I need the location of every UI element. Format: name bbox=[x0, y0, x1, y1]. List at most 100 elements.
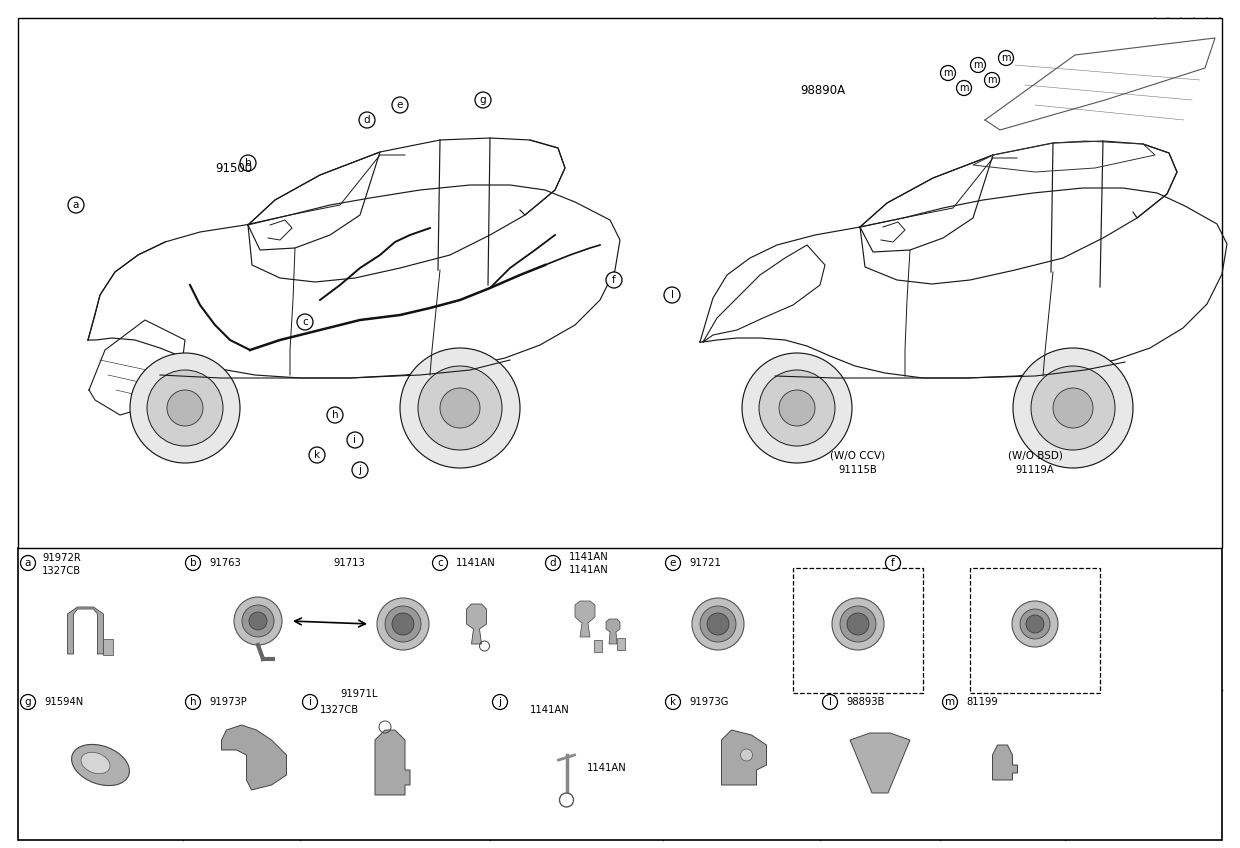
Text: 81199: 81199 bbox=[966, 697, 998, 707]
Circle shape bbox=[832, 598, 884, 650]
Circle shape bbox=[384, 606, 422, 642]
Circle shape bbox=[666, 555, 681, 571]
Text: m: m bbox=[1001, 53, 1011, 63]
Text: f: f bbox=[613, 275, 616, 285]
Polygon shape bbox=[466, 604, 486, 644]
Text: d: d bbox=[363, 115, 371, 125]
Circle shape bbox=[241, 155, 255, 171]
Polygon shape bbox=[67, 607, 103, 654]
Text: 91973G: 91973G bbox=[689, 697, 729, 707]
Circle shape bbox=[347, 432, 363, 448]
Text: k: k bbox=[670, 697, 676, 707]
Circle shape bbox=[985, 72, 999, 87]
Circle shape bbox=[847, 613, 869, 635]
Bar bbox=[794, 568, 923, 693]
Text: 91971L: 91971L bbox=[340, 689, 377, 699]
Circle shape bbox=[942, 695, 957, 710]
Text: a: a bbox=[73, 200, 79, 210]
Circle shape bbox=[418, 366, 502, 450]
Circle shape bbox=[186, 555, 201, 571]
Circle shape bbox=[559, 793, 573, 807]
Text: 98893B: 98893B bbox=[846, 697, 884, 707]
Circle shape bbox=[130, 353, 241, 463]
Bar bbox=[970, 568, 1100, 693]
Text: j: j bbox=[358, 465, 362, 475]
Polygon shape bbox=[618, 638, 625, 650]
Circle shape bbox=[839, 606, 875, 642]
Circle shape bbox=[1021, 609, 1050, 639]
Text: g: g bbox=[480, 95, 486, 105]
Ellipse shape bbox=[81, 752, 110, 773]
Text: g: g bbox=[25, 697, 31, 707]
Text: h: h bbox=[190, 697, 196, 707]
Text: m: m bbox=[987, 75, 997, 85]
Circle shape bbox=[249, 612, 267, 630]
Text: 91763: 91763 bbox=[210, 558, 241, 568]
Text: 91713: 91713 bbox=[334, 558, 365, 568]
Circle shape bbox=[327, 407, 343, 423]
Polygon shape bbox=[575, 601, 595, 637]
Circle shape bbox=[1013, 348, 1133, 468]
Text: h: h bbox=[331, 410, 339, 420]
Circle shape bbox=[779, 390, 815, 426]
Circle shape bbox=[971, 58, 986, 72]
Text: 91500: 91500 bbox=[215, 161, 252, 175]
Text: k: k bbox=[314, 450, 320, 460]
Circle shape bbox=[392, 97, 408, 113]
Text: 98890A: 98890A bbox=[800, 83, 846, 97]
Circle shape bbox=[352, 462, 368, 478]
Circle shape bbox=[1030, 366, 1115, 450]
Circle shape bbox=[440, 388, 480, 428]
Text: 1141AN: 1141AN bbox=[587, 763, 626, 773]
Polygon shape bbox=[722, 730, 766, 785]
Circle shape bbox=[606, 272, 622, 288]
Text: 1141AN: 1141AN bbox=[456, 558, 496, 568]
Polygon shape bbox=[222, 725, 286, 790]
Bar bbox=[19, 18, 1221, 548]
Ellipse shape bbox=[72, 745, 129, 785]
Text: (W/O BSD): (W/O BSD) bbox=[1008, 451, 1063, 461]
Text: m: m bbox=[973, 60, 983, 70]
Text: m: m bbox=[944, 68, 952, 78]
Text: 91115B: 91115B bbox=[838, 465, 878, 475]
Circle shape bbox=[475, 92, 491, 108]
Text: a: a bbox=[25, 558, 31, 568]
Circle shape bbox=[666, 695, 681, 710]
Polygon shape bbox=[606, 619, 620, 644]
Text: 91972R: 91972R bbox=[42, 553, 81, 563]
Text: 91594N: 91594N bbox=[43, 697, 83, 707]
Circle shape bbox=[433, 555, 448, 571]
Text: l: l bbox=[828, 697, 832, 707]
Text: c: c bbox=[438, 558, 443, 568]
Circle shape bbox=[663, 287, 680, 303]
Circle shape bbox=[167, 390, 203, 426]
Circle shape bbox=[707, 613, 729, 635]
Circle shape bbox=[303, 695, 317, 710]
Circle shape bbox=[242, 605, 274, 637]
Circle shape bbox=[956, 81, 971, 96]
Text: m: m bbox=[960, 83, 968, 93]
Circle shape bbox=[186, 695, 201, 710]
Text: d: d bbox=[549, 558, 557, 568]
Circle shape bbox=[742, 353, 852, 463]
Circle shape bbox=[1053, 388, 1092, 428]
Polygon shape bbox=[849, 733, 910, 793]
Text: 1141AN: 1141AN bbox=[569, 552, 609, 562]
Text: l: l bbox=[671, 290, 673, 300]
Text: 1327CB: 1327CB bbox=[42, 566, 81, 576]
Text: m: m bbox=[945, 697, 955, 707]
Circle shape bbox=[68, 197, 84, 213]
Bar bbox=[19, 548, 1221, 840]
Circle shape bbox=[740, 749, 753, 761]
Circle shape bbox=[492, 695, 507, 710]
Text: j: j bbox=[498, 697, 501, 707]
Circle shape bbox=[21, 695, 36, 710]
Circle shape bbox=[692, 598, 744, 650]
Polygon shape bbox=[103, 639, 113, 655]
Text: i: i bbox=[353, 435, 357, 445]
Circle shape bbox=[998, 51, 1013, 65]
Text: 1141AN: 1141AN bbox=[529, 705, 569, 715]
Circle shape bbox=[822, 695, 837, 710]
Circle shape bbox=[885, 555, 900, 571]
Circle shape bbox=[377, 598, 429, 650]
